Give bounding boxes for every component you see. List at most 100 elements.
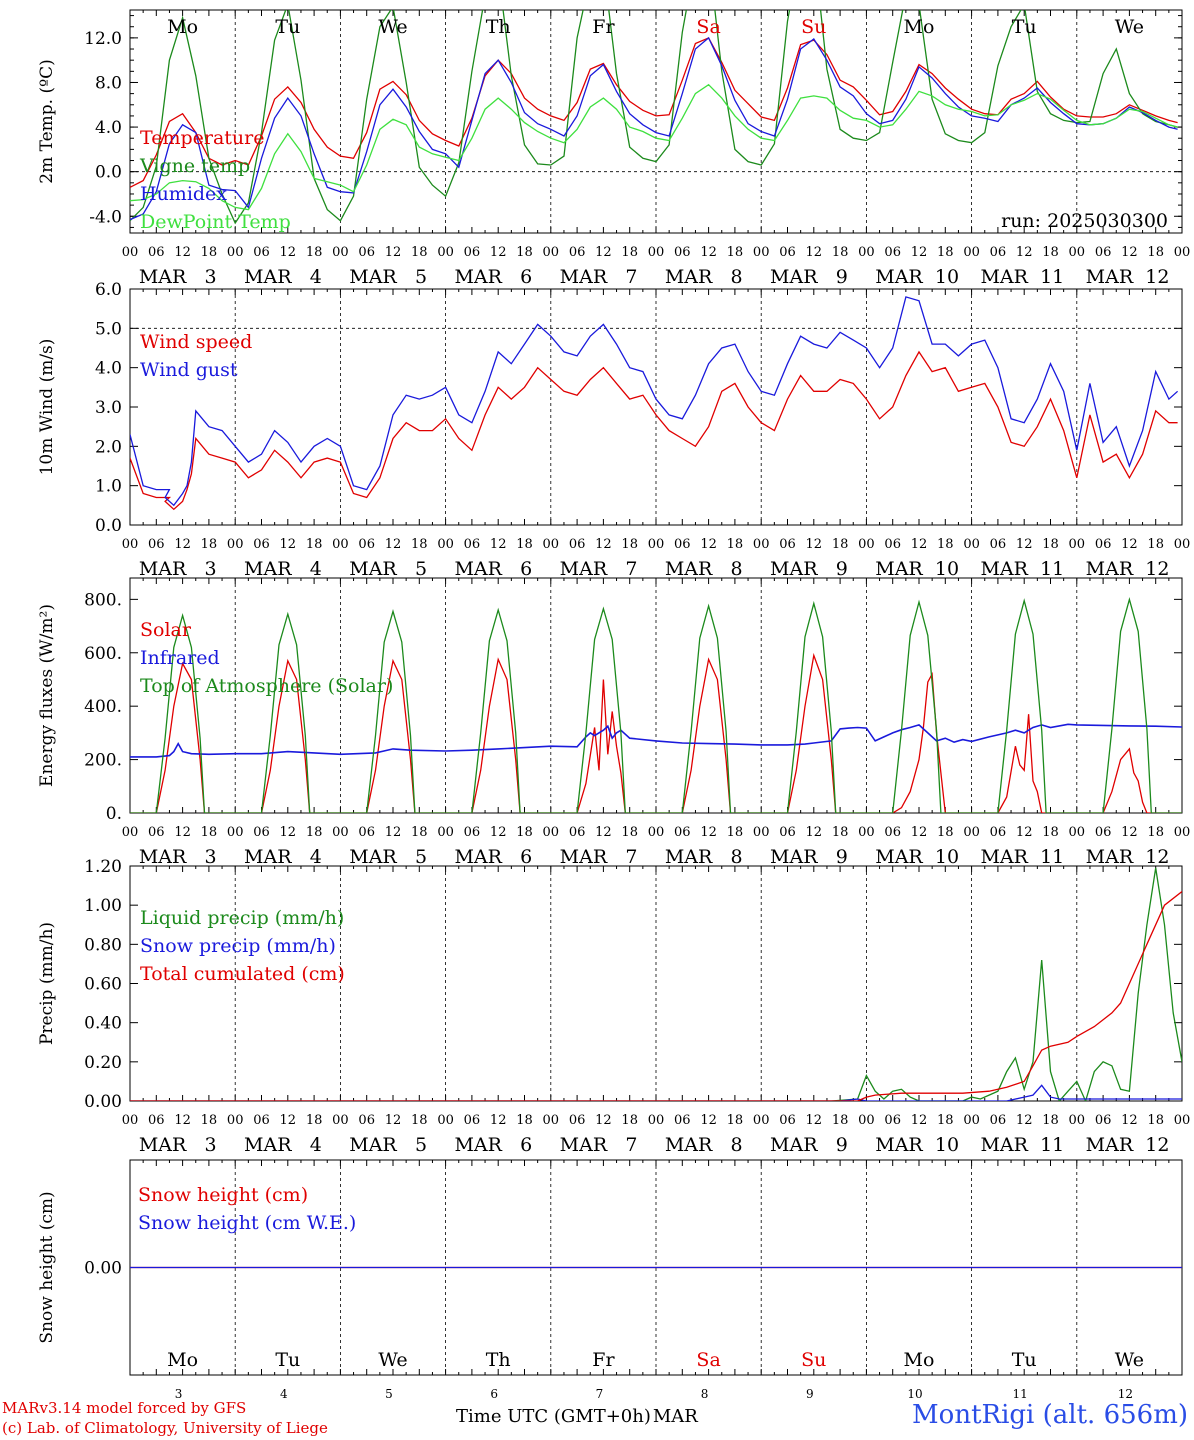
y-tick-label: 0.00 bbox=[84, 1092, 122, 1112]
day-date-bottom: 12 bbox=[1118, 1387, 1133, 1401]
day-abbr-top: Mo bbox=[167, 16, 198, 38]
x-hour-label: 18 bbox=[516, 1113, 533, 1128]
panel-frame bbox=[129, 9, 1183, 234]
x-month-label: MAR bbox=[349, 1134, 397, 1156]
day-date-bottom: 5 bbox=[385, 1387, 393, 1401]
x-hour-label: 18 bbox=[1147, 825, 1164, 840]
day-abbr-top: Mo bbox=[904, 16, 935, 38]
y-tick-label: 0.60 bbox=[84, 975, 122, 995]
x-hour-label: 00 bbox=[437, 537, 454, 552]
x-date-label: 5 bbox=[415, 266, 427, 288]
series-line bbox=[130, 83, 1178, 211]
x-hour-label: 12 bbox=[280, 825, 297, 840]
y-tick-label: 0.20 bbox=[84, 1053, 122, 1073]
x-month-label: MAR bbox=[665, 558, 713, 580]
x-hour-label: 18 bbox=[937, 537, 954, 552]
x-month-label: MAR bbox=[770, 1134, 818, 1156]
x-hour-label: 12 bbox=[1016, 245, 1033, 260]
x-hour-label: 00 bbox=[753, 537, 770, 552]
panel-temperature: -4.0 0.0 4.0 8.0 12.0 2m Temp. (ºC) Temperatur… bbox=[37, 9, 1190, 288]
x-hour-label: 06 bbox=[253, 1113, 270, 1128]
y-tick-label: 0.40 bbox=[84, 1014, 122, 1034]
x-month-label: MAR bbox=[665, 846, 713, 868]
x-hour-label: 12 bbox=[174, 1113, 191, 1128]
legend-entry: Snow height (cm) bbox=[138, 1184, 308, 1206]
y-tick-label: 0.00 bbox=[84, 1259, 122, 1279]
x-hour-label: 06 bbox=[569, 537, 586, 552]
x-hour-label: 18 bbox=[306, 537, 323, 552]
legend-entry: Top of Atmosphere (Solar) bbox=[140, 675, 393, 697]
x-hour-label: 00 bbox=[227, 245, 244, 260]
y-tick-label: 200. bbox=[84, 751, 122, 771]
x-hour-label: 00 bbox=[858, 245, 875, 260]
x-month-label: MAR bbox=[1086, 846, 1134, 868]
day-abbr-top: Sa bbox=[696, 16, 720, 38]
x-hour-label: 18 bbox=[832, 245, 849, 260]
y-tick-label: 0.80 bbox=[84, 935, 122, 955]
panel-energy: 0. 200. 400. 600. 800. Energy fluxes (W/m²) So… bbox=[37, 577, 1190, 868]
day-date-bottom: 7 bbox=[596, 1387, 604, 1401]
y-tick-label: 4.0 bbox=[95, 359, 122, 379]
day-abbr-bottom: Mo bbox=[167, 1349, 198, 1371]
x-month-label: MAR bbox=[875, 266, 923, 288]
legend-entry: Liquid precip (mm/h) bbox=[140, 907, 344, 929]
x-hour-label: 18 bbox=[411, 245, 428, 260]
x-hour-label: 06 bbox=[779, 825, 796, 840]
x-hour-label: 12 bbox=[174, 245, 191, 260]
x-hour-label: 18 bbox=[1042, 825, 1059, 840]
legend-entry: Snow precip (mm/h) bbox=[140, 935, 336, 957]
y-tick-label: 1.00 bbox=[84, 896, 122, 916]
x-date-label: 9 bbox=[836, 1134, 848, 1156]
x-date-label: 4 bbox=[310, 558, 322, 580]
y-tick-label: 2.0 bbox=[95, 437, 122, 457]
x-hour-label: 06 bbox=[990, 245, 1007, 260]
x-hour-label: 06 bbox=[779, 245, 796, 260]
day-abbr-top: Fr bbox=[592, 16, 615, 38]
day-abbr-bottom: Th bbox=[486, 1349, 511, 1371]
series-line bbox=[130, 723, 1182, 758]
legend-entry: Infrared bbox=[140, 647, 220, 669]
x-hour-label: 12 bbox=[700, 825, 717, 840]
x-hour-label: 18 bbox=[516, 825, 533, 840]
x-date-label: 6 bbox=[520, 1134, 532, 1156]
x-hour-label: 06 bbox=[148, 245, 165, 260]
x-hour-label: 12 bbox=[1016, 825, 1033, 840]
x-hour-label: 06 bbox=[884, 825, 901, 840]
x-month-label: MAR bbox=[454, 846, 502, 868]
x-hour-label: 18 bbox=[727, 1113, 744, 1128]
x-hour-label: 12 bbox=[490, 245, 507, 260]
x-month-label: MAR bbox=[139, 846, 187, 868]
x-hour-label: 00 bbox=[227, 537, 244, 552]
station-name: MontRigi (alt. 656m) bbox=[912, 1400, 1188, 1430]
x-hour-label: 18 bbox=[1147, 1113, 1164, 1128]
x-date-label: 12 bbox=[1145, 846, 1169, 868]
legend-entry: Total cumulated (cm) bbox=[140, 963, 345, 985]
legend-entry: Wind speed bbox=[140, 331, 252, 353]
time-axis-month: MAR bbox=[652, 1406, 698, 1427]
x-hour-label: 06 bbox=[884, 245, 901, 260]
x-hour-label: 06 bbox=[990, 537, 1007, 552]
x-hour-label: 18 bbox=[621, 1113, 638, 1128]
x-hour-label: 12 bbox=[806, 537, 823, 552]
x-hour-label: 06 bbox=[884, 1113, 901, 1128]
x-date-label: 4 bbox=[310, 846, 322, 868]
x-hour-label: 00 bbox=[753, 1113, 770, 1128]
day-abbr-top: Tu bbox=[275, 16, 300, 38]
x-hour-label: 18 bbox=[306, 825, 323, 840]
x-hour-label: 18 bbox=[832, 1113, 849, 1128]
x-hour-label: 12 bbox=[595, 825, 612, 840]
x-hour-label: 00 bbox=[332, 825, 349, 840]
x-hour-label: 12 bbox=[595, 537, 612, 552]
x-hour-label: 12 bbox=[806, 1113, 823, 1128]
x-hour-label: 00 bbox=[858, 1113, 875, 1128]
x-hour-label: 18 bbox=[1042, 245, 1059, 260]
x-hour-label: 12 bbox=[1121, 1113, 1138, 1128]
x-hour-label: 06 bbox=[253, 825, 270, 840]
day-date-bottom: 9 bbox=[806, 1387, 814, 1401]
lab-credit: (c) Lab. of Climatology, University of L… bbox=[2, 1419, 328, 1437]
x-month-label: MAR bbox=[349, 846, 397, 868]
y-tick-label: 5.0 bbox=[95, 319, 122, 339]
x-hour-label: 12 bbox=[385, 537, 402, 552]
x-hour-label: 12 bbox=[1016, 537, 1033, 552]
series-line bbox=[130, 36, 1178, 221]
